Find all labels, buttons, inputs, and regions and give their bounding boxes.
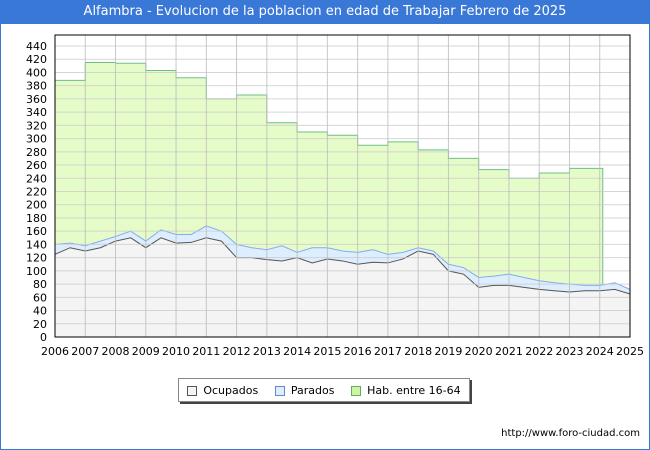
y-tick-label: 400: [26, 66, 47, 79]
y-tick-label: 300: [26, 133, 47, 146]
y-tick-label: 260: [26, 159, 47, 172]
legend: Ocupados Parados Hab. entre 16-64: [178, 378, 470, 402]
x-tick-label: 2008: [102, 345, 130, 358]
y-tick-label: 340: [26, 106, 47, 119]
y-tick-label: 360: [26, 93, 47, 106]
x-tick-label: 2024: [586, 345, 614, 358]
legend-item-hab: Hab. entre 16-64: [351, 384, 461, 397]
x-tick-label: 2015: [313, 345, 341, 358]
y-tick-label: 120: [26, 252, 47, 265]
series-ocupados-area: [54, 237, 631, 338]
x-tick-label: 2023: [555, 345, 583, 358]
y-tick-label: 140: [26, 238, 47, 251]
x-tick-label: 2009: [132, 345, 160, 358]
y-tick-label: 180: [26, 212, 47, 225]
y-tick-label: 20: [33, 318, 47, 331]
x-tick-label: 2025: [616, 345, 644, 358]
x-tick-label: 2010: [162, 345, 190, 358]
y-tick-label: 280: [26, 146, 47, 159]
x-tick-label: 2020: [465, 345, 493, 358]
legend-item-ocupados: Ocupados: [187, 384, 258, 397]
y-tick-label: 220: [26, 186, 47, 199]
y-tick-label: 240: [26, 172, 47, 185]
legend-label-hab: Hab. entre 16-64: [367, 383, 461, 397]
x-tick-label: 2011: [192, 345, 220, 358]
legend-label-ocupados: Ocupados: [203, 383, 259, 397]
x-tick-label: 2007: [71, 345, 99, 358]
y-tick-label: 40: [33, 305, 47, 318]
x-tick-label: 2016: [344, 345, 372, 358]
y-tick-label: 160: [26, 225, 47, 238]
x-tick-label: 2006: [41, 345, 69, 358]
y-tick-label: 80: [33, 278, 47, 291]
legend-label-parados: Parados: [290, 383, 335, 397]
y-tick-label: 420: [26, 53, 47, 66]
x-tick-label: 2012: [223, 345, 251, 358]
x-tick-label: 2018: [404, 345, 432, 358]
x-tick-label: 2019: [434, 345, 462, 358]
x-tick-label: 2013: [253, 345, 281, 358]
y-tick-label: 200: [26, 199, 47, 212]
y-tick-label: 100: [26, 265, 47, 278]
plot-border: [54, 34, 631, 338]
x-tick-label: 2021: [495, 345, 523, 358]
x-tick-label: 2014: [283, 345, 311, 358]
chart-title: Alfambra - Evolucion de la poblacion en …: [0, 0, 650, 24]
y-tick-label: 0: [40, 331, 47, 344]
y-tick-label: 380: [26, 80, 47, 93]
y-tick-label: 440: [26, 40, 47, 53]
x-tick-label: 2017: [374, 345, 402, 358]
y-tick-label: 60: [33, 291, 47, 304]
x-tick-label: 2022: [525, 345, 553, 358]
source-url[interactable]: http://www.foro-ciudad.com: [501, 428, 640, 439]
legend-item-parados: Parados: [274, 383, 335, 397]
y-tick-label: 320: [26, 119, 47, 132]
